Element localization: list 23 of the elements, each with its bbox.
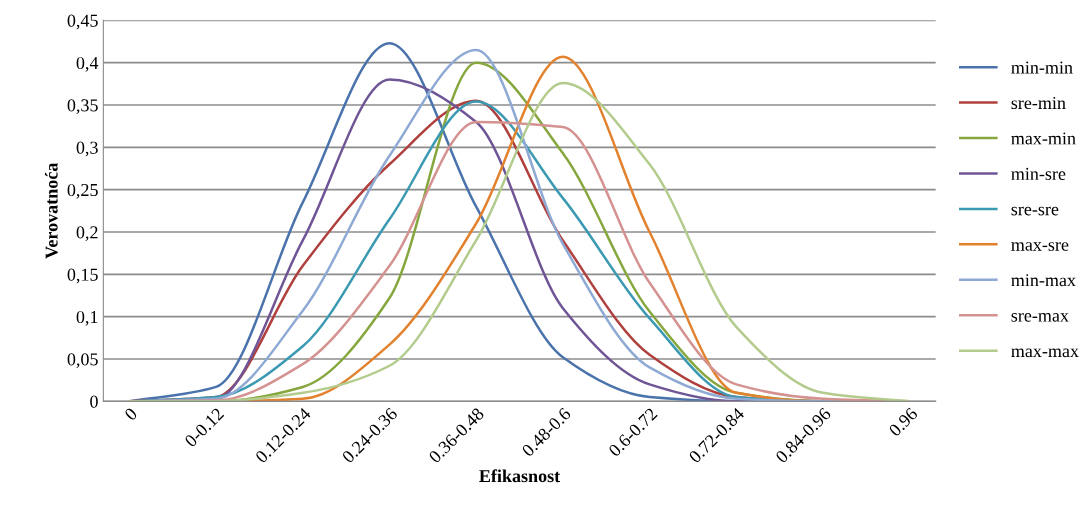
legend-label: max-min [1011,132,1076,145]
y-tick-label: 0,15 [67,268,98,284]
y-tick-label: 0,1 [76,310,98,326]
legend-label: max-max [1011,348,1079,358]
legend-label: min-min [1011,61,1073,74]
y-tick-label: 0 [90,395,98,408]
legend-label: min-sre [1011,167,1066,180]
legend-label: min-max [1011,274,1076,287]
y-tick-label: 0,3 [76,141,98,157]
x-axis-title: Efikasnost [479,469,561,483]
x-tick-label: 0.96 [888,406,919,438]
x-tick-label: 0 [123,407,138,422]
y-tick-label: 0,35 [67,99,98,115]
y-tick-label: 0,4 [76,56,99,72]
y-axis-title: Verovatnoća [44,162,58,259]
y-tick-label: 0,2 [76,226,98,242]
legend-label: sre-sre [1011,206,1059,216]
legend-label: sre-max [1011,313,1069,322]
y-tick-label: 0,45 [67,14,98,30]
legend-label: sre-min [1011,96,1066,110]
legend-label: max-sre [1011,242,1069,251]
y-tick-label: 0,25 [67,183,98,199]
y-tick-label: 0,05 [67,353,98,369]
